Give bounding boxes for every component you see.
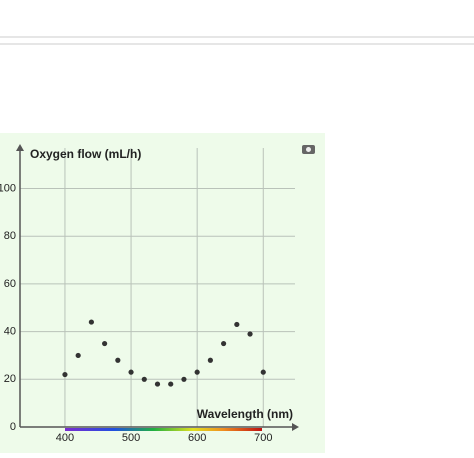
y-tick-label: 40 xyxy=(4,326,16,338)
x-tick-label: 400 xyxy=(56,432,74,444)
data-point xyxy=(260,369,266,375)
y-tick-label: 100 xyxy=(0,182,16,194)
data-point xyxy=(168,381,174,387)
y-axis-arrow xyxy=(16,144,24,151)
data-point xyxy=(141,376,147,382)
camera-icon[interactable] xyxy=(302,145,315,154)
data-point xyxy=(75,352,81,359)
y-tick-label: 80 xyxy=(4,230,16,242)
plot: 0 20 40 60 80 100 400 500 600 700 xyxy=(0,144,299,444)
x-tick-label: 500 xyxy=(122,432,140,444)
data-point xyxy=(194,369,200,375)
x-tick-label: 700 xyxy=(254,432,272,444)
spectrum-bar xyxy=(65,428,262,431)
data-point xyxy=(128,369,134,375)
y-axis-title: Oxygen flow (mL/h) xyxy=(30,147,141,161)
y-tick-label: 20 xyxy=(4,373,16,385)
x-tick-label: 600 xyxy=(188,432,206,444)
x-axis-arrow xyxy=(292,423,299,431)
data-point xyxy=(181,376,187,382)
y-tick-label: 0 xyxy=(10,421,16,433)
data-point xyxy=(207,357,213,363)
y-tick-label: 60 xyxy=(4,278,16,290)
data-point xyxy=(102,340,108,347)
data-point xyxy=(247,331,253,337)
chart-panel xyxy=(0,133,325,453)
data-point xyxy=(88,319,94,325)
data-point xyxy=(62,371,68,378)
data-point xyxy=(115,357,121,363)
data-point xyxy=(234,321,240,328)
data-point xyxy=(221,340,227,347)
x-axis-title: Wavelength (nm) xyxy=(197,407,293,421)
data-point xyxy=(154,381,161,387)
